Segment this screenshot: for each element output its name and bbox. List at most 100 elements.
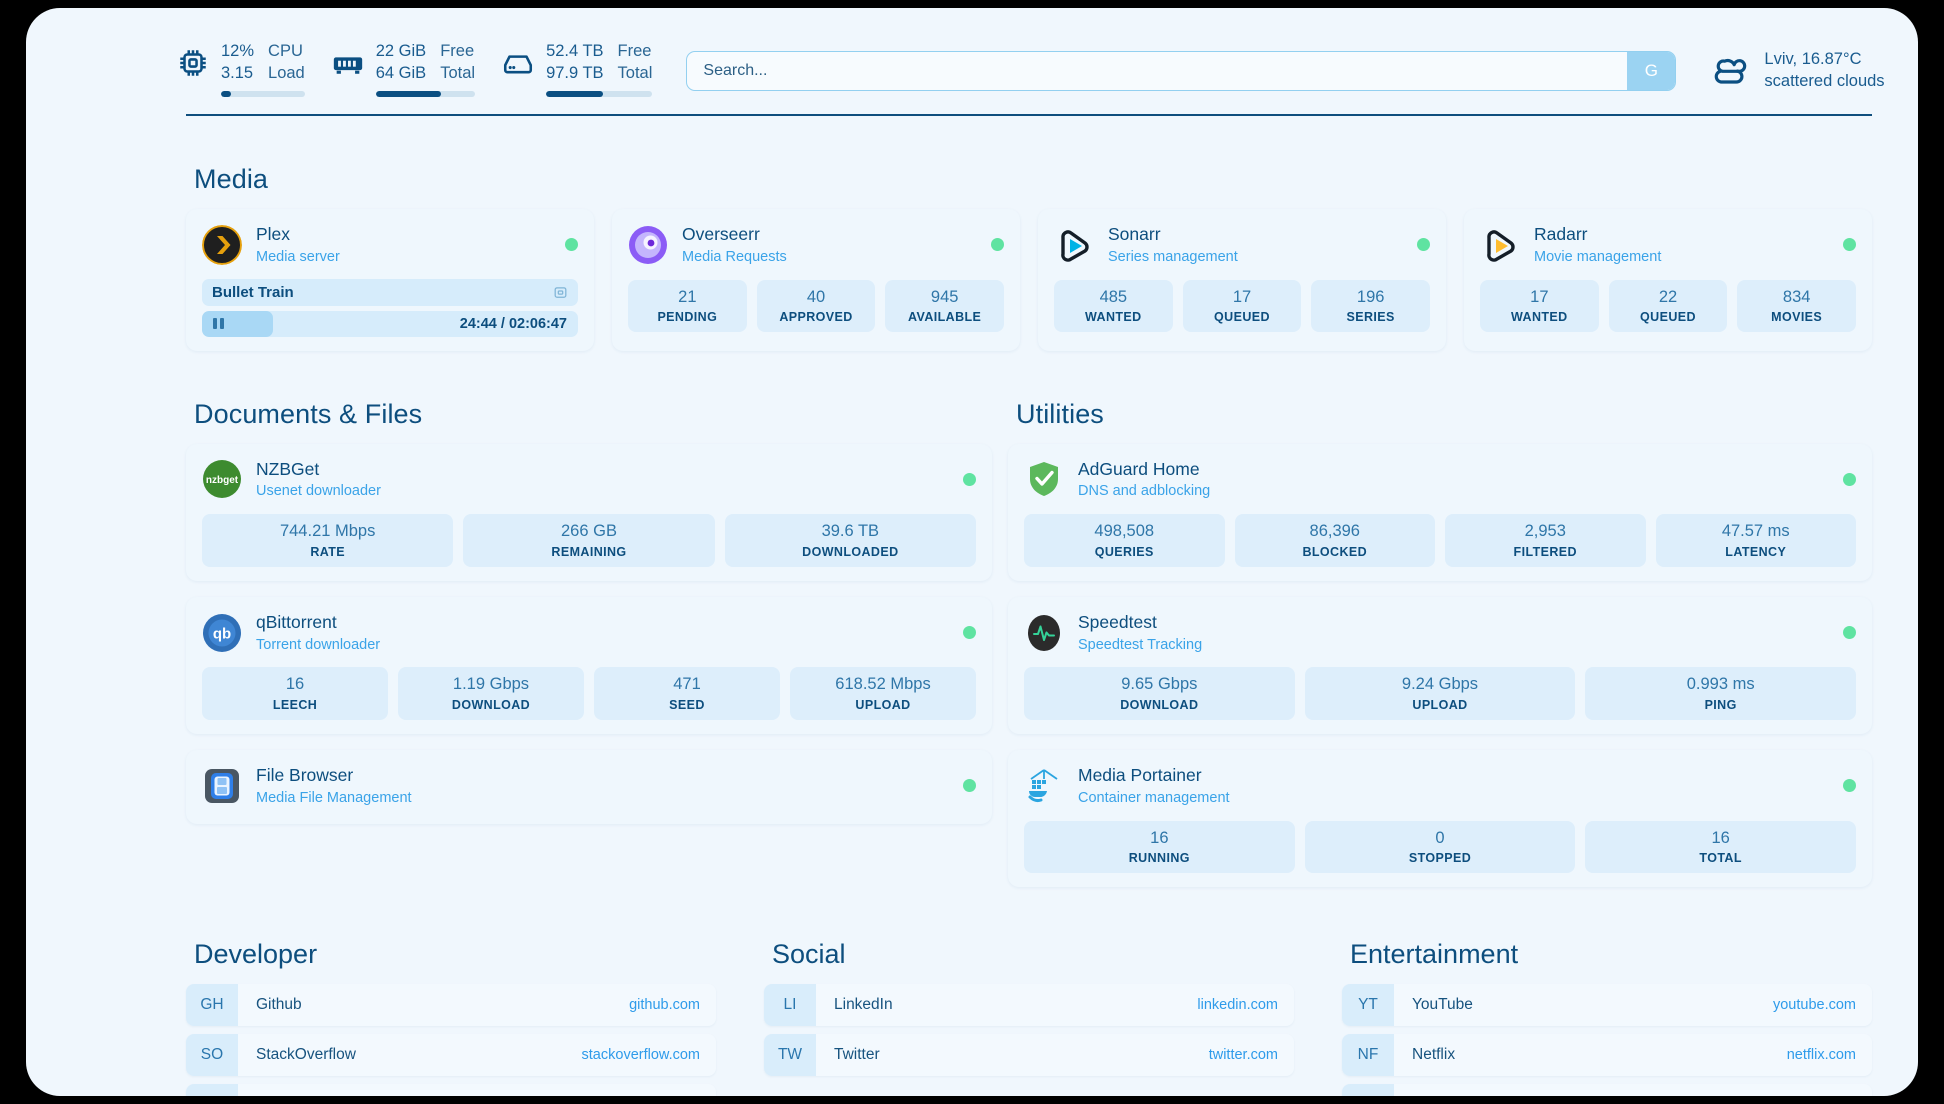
main-content: Media Plex Media server [26,164,1918,1096]
bookmark-item-github[interactable]: GH Github github.com [186,984,716,1027]
section-title-media: Media [194,164,269,194]
cast-icon[interactable] [553,285,568,300]
bookmark-name: LinkedIn [834,996,893,1014]
ram-icon [331,46,365,80]
search-engine-button[interactable]: G [1627,52,1676,90]
stat-label: UPLOAD [1412,698,1468,713]
service-card-file-browser[interactable]: File Browser Media File Management [186,750,992,824]
service-card-media-portainer[interactable]: Media Portainer Container management 16 … [1008,750,1872,888]
stat-box: 196 SERIES [1311,279,1430,333]
stat-box: 834 MOVIES [1737,279,1856,333]
dashboard-page: 12% 3.15 CPU Load [26,8,1918,1096]
disk-label-top: Free [617,42,652,61]
stat-box: 0 STOPPED [1304,820,1576,874]
search-box[interactable]: G [686,51,1677,91]
stat-label: WANTED [1085,310,1142,325]
documents-column: Documents & Files nzbget NZBGet Usenet d… [186,351,992,888]
bookmark-abbr: RE [1342,1084,1394,1096]
stat-label: UPLOAD [855,698,911,713]
service-description: Media File Management [256,789,412,806]
stat-value: 471 [673,675,701,694]
stat-label: RATE [310,544,346,559]
disk-total-value: 97.9 TB [546,63,604,82]
bookmark-name: Twitter [834,1046,880,1064]
bookmark-group-social: Social LI LinkedIn linkedin.com TW Twitt… [764,939,1294,1096]
service-card-plex[interactable]: Plex Media server Bullet Train [186,209,594,351]
bookmark-item-youtube[interactable]: YT YouTube youtube.com [1342,984,1872,1027]
bookmark-item-dev[interactable]: DT DEV dev.to [186,1084,716,1096]
stat-row: 498,508 QUERIES 86,396 BLOCKED 2,953 FIL… [1024,514,1856,567]
bookmark-url: stackoverflow.com [581,1047,700,1064]
cpu-load-value: 3.15 [221,63,254,82]
stat-value: 9.65 Gbps [1121,675,1198,694]
stat-label: SEED [669,698,705,713]
stat-value: 86,396 [1309,522,1360,541]
bookmark-url: github.com [629,997,700,1014]
service-card-adguard-home[interactable]: AdGuard Home DNS and adblocking 498,508 … [1008,443,1872,581]
service-description: Container management [1078,789,1230,806]
stat-row: 16 LEECH 1.19 Gbps DOWNLOAD 471 SEED 6 [202,667,976,721]
bookmark-item-reddit[interactable]: RE Reddit reddit.com [1342,1084,1872,1096]
stat-value: 266 GB [561,522,617,541]
stat-box: 22 QUEUED [1608,279,1728,333]
stat-box: 485 WANTED [1054,279,1173,333]
stat-row: 17 WANTED 22 QUEUED 834 MOVIES [1480,279,1856,333]
header-divider [186,114,1872,116]
service-card-speedtest[interactable]: Speedtest Speedtest Tracking 9.65 Gbps D… [1008,596,1872,735]
disk-icon [501,46,535,80]
disk-label-bottom: Total [617,63,653,82]
service-card-radarr[interactable]: Radarr Movie management 17 WANTED 22 QUE… [1464,209,1872,351]
sonarr-icon [1054,225,1094,265]
bookmark-item-netflix[interactable]: NF Netflix netflix.com [1342,1034,1872,1077]
bookmark-item-twitter[interactable]: TW Twitter twitter.com [764,1034,1294,1077]
section-title-documents: Documents & Files [194,398,423,429]
status-indicator [1843,472,1856,486]
service-description: Torrent downloader [256,636,381,653]
search-input[interactable] [687,52,1628,90]
bookmark-url: twitter.com [1208,1047,1278,1064]
stat-label: RUNNING [1128,851,1190,866]
service-card-nzbget[interactable]: nzbget NZBGet Usenet downloader 744.21 M… [186,443,992,581]
stat-label: DOWNLOAD [451,698,531,713]
status-indicator [1843,779,1856,793]
status-indicator [963,779,976,793]
cpu-label-bottom: Load [268,63,305,82]
service-card-sonarr[interactable]: Sonarr Series management 485 WANTED 17 Q… [1038,209,1446,351]
disk-stat: 52.4 TB 97.9 TB Free Total [501,41,653,97]
stat-box: 21 PENDING [628,279,747,333]
bookmark-item-linkedin[interactable]: LI LinkedIn linkedin.com [764,984,1294,1027]
stat-box: 17 QUEUED [1182,279,1302,333]
cpu-icon [176,46,210,80]
header-bar: 12% 3.15 CPU Load [26,8,1918,100]
stat-box: 9.24 Gbps UPLOAD [1304,667,1576,721]
now-playing-time: 24:44 / 02:06:47 [459,315,567,332]
bookmark-item-stackoverflow[interactable]: SO StackOverflow stackoverflow.com [186,1034,716,1077]
stat-value: 0.993 ms [1686,675,1755,694]
radarr-icon [1480,225,1520,265]
bookmark-abbr: LI [764,984,816,1027]
service-description: Speedtest Tracking [1078,636,1203,653]
disk-usage-bar [546,90,653,97]
now-playing-title-bar[interactable]: Bullet Train [202,278,578,306]
nzbget-icon: nzbget [202,459,242,499]
stat-value: 16 [1150,828,1169,847]
stat-box: 16 LEECH [202,667,388,721]
stat-label: TOTAL [1699,851,1742,866]
stat-value: 618.52 Mbps [835,675,931,694]
svg-text:qb: qb [213,625,231,642]
cpu-usage-value: 12% [221,42,255,61]
now-playing-progress[interactable]: 24:44 / 02:06:47 [202,310,578,337]
bookmark-name: Github [256,996,302,1014]
svg-text:nzbget: nzbget [206,475,239,486]
pause-icon[interactable] [213,318,224,330]
service-card-overseerr[interactable]: Overseerr Media Requests 21 PENDING 40 A… [612,209,1020,351]
now-playing-title: Bullet Train [212,283,294,301]
service-card-qbittorrent[interactable]: qb qBittorrent Torrent downloader 16 LEE… [186,596,992,735]
stat-value: 834 [1782,287,1811,306]
status-indicator [963,472,976,486]
memory-label-bottom: Total [440,63,476,82]
stat-box: 266 GB REMAINING [463,514,715,567]
weather-widget[interactable]: Lviv, 16.87°C scattered clouds [1710,49,1885,93]
stat-label: FILTERED [1513,544,1577,559]
service-description: Media Requests [682,248,787,265]
